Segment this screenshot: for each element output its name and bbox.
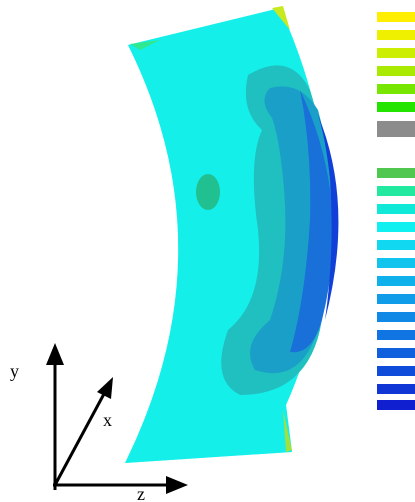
color-legend — [377, 12, 415, 410]
axis-label-x: x — [103, 410, 112, 430]
contour-plot: y x z — [0, 0, 415, 502]
plate — [125, 6, 338, 463]
axis-label-z: z — [137, 484, 145, 502]
axis-label-y: y — [10, 361, 19, 381]
